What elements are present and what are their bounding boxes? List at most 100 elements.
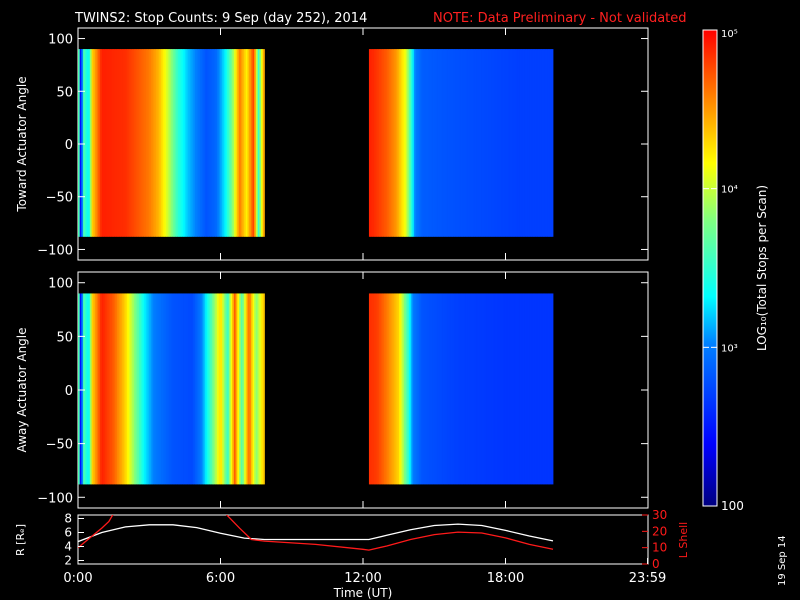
y-tick-label: 0	[65, 384, 73, 399]
heatmap-cell	[240, 293, 243, 485]
heatmap-cell	[378, 293, 382, 485]
heatmap-cell	[549, 49, 552, 237]
heatmap-cell	[101, 293, 104, 485]
heatmap-cell	[116, 293, 120, 485]
colorbar-label: LOG₁₀(Total Stops per Scan)	[755, 185, 769, 351]
heatmap-cell	[88, 49, 91, 237]
heatmap-cell	[167, 293, 170, 485]
heatmap-cell	[410, 49, 413, 237]
heatmap-cell	[111, 293, 114, 485]
heatmap-cell	[81, 293, 84, 485]
heatmap-cell	[227, 49, 230, 237]
heatmap-cell	[477, 293, 480, 485]
heatmap-cell	[377, 49, 380, 237]
heatmap-cell	[496, 49, 499, 237]
heatmap-cell	[482, 49, 485, 237]
heatmap-cell	[184, 49, 187, 237]
heatmap-cell	[444, 293, 447, 485]
heatmap-cell	[155, 293, 159, 485]
heatmap-cell	[252, 293, 255, 485]
heatmap-cell	[512, 49, 515, 237]
heatmap-cell	[242, 293, 245, 485]
heatmap-cell	[514, 49, 517, 237]
heatmap-cell	[420, 49, 423, 237]
heatmap-cell	[79, 49, 82, 237]
right-y-tick-label: 30	[652, 508, 667, 522]
heatmap-cell	[233, 293, 237, 485]
heatmap-cell	[210, 293, 213, 485]
heatmap-cell	[242, 49, 245, 237]
heatmap-cell	[415, 49, 418, 237]
heatmap-cell	[103, 293, 106, 485]
heatmap-cell	[449, 293, 452, 485]
heatmap-cell	[135, 49, 138, 237]
away-y-label: Away Actuator Angle	[15, 327, 29, 452]
heatmap-cell	[430, 49, 433, 237]
heatmap-cell	[89, 49, 92, 237]
heatmap-cell	[227, 293, 230, 485]
heatmap-cell	[449, 49, 452, 237]
heatmap-cell	[437, 49, 440, 237]
heatmap-cell	[113, 49, 116, 237]
heatmap-cell	[259, 293, 262, 485]
heatmap-cell	[154, 49, 157, 237]
heatmap-cell	[414, 49, 417, 237]
heatmap-cell	[492, 49, 495, 237]
heatmap-cell	[529, 293, 532, 485]
heatmap-cell	[450, 49, 453, 237]
heatmap-cell	[370, 49, 373, 237]
left-y-tick-label: 6	[64, 526, 72, 540]
heatmap-cell	[541, 293, 544, 485]
heatmap-cell	[254, 49, 257, 237]
heatmap-cell	[88, 293, 91, 485]
heatmap-cell	[206, 293, 209, 485]
heatmap-cell	[486, 293, 489, 485]
heatmap-cell	[233, 49, 237, 237]
colorbar-gradient	[702, 29, 718, 507]
heatmap-cell	[179, 49, 182, 237]
heatmap-cell	[198, 293, 201, 485]
heatmap-cell	[183, 49, 186, 237]
heatmap-cell	[469, 293, 472, 485]
heatmap-cell	[120, 293, 123, 485]
heatmap-cell	[171, 49, 174, 237]
heatmap-cell	[132, 293, 135, 485]
heatmap-cell	[201, 293, 204, 485]
heatmap-cell	[123, 49, 126, 237]
heatmap-cell	[551, 293, 554, 485]
heatmap-cell	[435, 293, 438, 485]
heatmap-cell	[481, 49, 484, 237]
heatmap-cell	[496, 293, 499, 485]
heatmap-cell	[472, 293, 475, 485]
heatmap-cell	[194, 293, 198, 485]
heatmap-cell	[541, 49, 544, 237]
heatmap-cell	[211, 49, 214, 237]
heatmap-cell	[200, 49, 203, 237]
heatmap-cell	[167, 49, 170, 237]
heatmap-cell	[225, 293, 228, 485]
heatmap-cell	[479, 49, 482, 237]
heatmap-cell	[191, 293, 194, 485]
heatmap-cell	[397, 293, 400, 485]
heatmap-cell	[201, 49, 204, 237]
heatmap-cell	[534, 293, 537, 485]
heatmap-cell	[385, 293, 388, 485]
heatmap-cell	[511, 49, 514, 237]
heatmap-cell	[130, 49, 133, 237]
colorbar-tick-label: 100	[721, 499, 744, 513]
heatmap-cell	[237, 49, 240, 237]
heatmap-cell	[149, 293, 152, 485]
heatmap-cell	[489, 293, 492, 485]
heatmap-cell	[368, 293, 372, 485]
heatmap-cell	[169, 293, 172, 485]
y-tick-label: 50	[56, 85, 73, 100]
y-tick-label: 100	[48, 277, 73, 292]
heatmap-cell	[237, 293, 240, 485]
heatmap-cell	[105, 49, 108, 237]
heatmap-cell	[536, 49, 539, 237]
heatmap-cell	[467, 293, 470, 485]
heatmap-cell	[244, 293, 247, 485]
heatmap-cell	[223, 293, 226, 485]
heatmap-cell	[122, 293, 125, 485]
